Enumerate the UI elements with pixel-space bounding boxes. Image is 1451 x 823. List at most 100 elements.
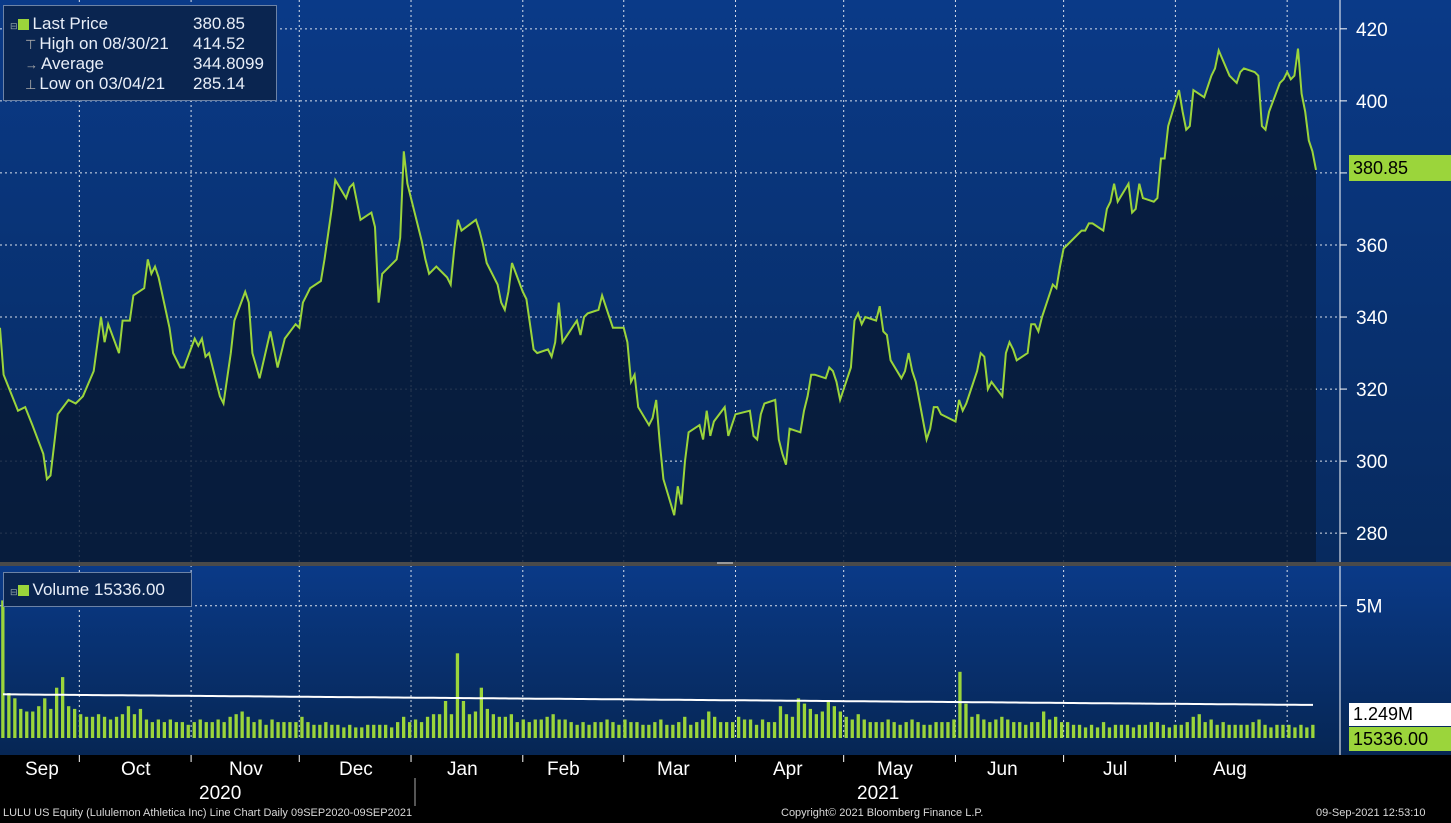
volume-bar <box>958 671 962 738</box>
volume-bar <box>491 714 495 738</box>
volume-bar <box>1119 724 1124 738</box>
volume-bar <box>1000 716 1004 738</box>
volume-bar <box>778 706 783 738</box>
volume-bar <box>970 716 974 738</box>
volume-bar <box>419 722 424 738</box>
volume-bar <box>1066 722 1070 738</box>
volume-bar <box>7 693 11 738</box>
volume-bar <box>43 698 47 738</box>
volume-bar <box>856 714 860 738</box>
x-tick-label-feb: Feb <box>547 759 580 780</box>
volume-bar <box>976 714 980 738</box>
volume-bar <box>408 722 412 738</box>
volume-bar <box>605 719 609 738</box>
volume-bar <box>1149 722 1153 738</box>
high-marker-icon: ⊤ <box>25 37 37 52</box>
volume-bar <box>162 722 166 738</box>
volume-bar <box>1125 724 1130 738</box>
volume-bar <box>270 719 274 738</box>
volume-bar <box>1233 724 1237 738</box>
legend-value-average: 344.8099 <box>193 54 264 73</box>
volume-bar <box>1042 711 1046 738</box>
volume-bar <box>964 703 968 738</box>
volume-bar <box>354 727 358 738</box>
price-legend[interactable]: ⊟ Last Price 380.85 ⊤ High on 08/30/21 414… <box>3 5 277 101</box>
volume-bar <box>437 714 442 738</box>
x-tick-label-may: May <box>877 759 913 780</box>
volume-bar <box>623 719 627 738</box>
volume-bar <box>683 716 687 738</box>
volume-moving-average-line <box>2 693 1313 706</box>
volume-bar <box>318 724 322 738</box>
legend-label: Low on 03/04/21 <box>39 74 166 93</box>
volume-bar <box>593 722 597 738</box>
footer-description: LULU US Equity (Lululemon Athletica Inc)… <box>3 807 413 819</box>
volume-bar <box>725 722 729 738</box>
expand-icon[interactable]: ⊟ <box>10 587 18 597</box>
volume-y-tick-label: 5M <box>1356 597 1382 618</box>
volume-bar <box>599 722 603 738</box>
volume-bar <box>862 719 866 738</box>
volume-bar <box>1083 727 1088 738</box>
volume-bar <box>455 653 460 738</box>
volume-bar <box>467 714 472 738</box>
legend-row-volume: ⊟ Volume 15336.00 <box>10 580 165 600</box>
volume-bar <box>1006 719 1010 738</box>
volume-legend[interactable]: ⊟ Volume 15336.00 <box>3 572 192 607</box>
x-tick-label-aug: Aug <box>1213 759 1247 780</box>
volume-bar <box>1305 727 1309 738</box>
volume-bar <box>288 722 292 738</box>
volume-bar <box>180 722 184 738</box>
volume-bar <box>342 727 346 738</box>
volume-bar <box>1263 724 1267 738</box>
volume-bar <box>360 727 364 738</box>
volume-average-label: 1.249M <box>1349 703 1451 726</box>
expand-icon[interactable]: ⊟ <box>10 21 18 31</box>
volume-bar <box>300 716 304 738</box>
volume-bar <box>719 722 723 738</box>
volume-bar <box>742 719 747 738</box>
volume-bar <box>144 719 149 738</box>
volume-bar <box>1113 724 1118 738</box>
volume-bar <box>659 719 663 738</box>
volume-bar <box>1197 714 1201 738</box>
volume-bar <box>102 716 107 738</box>
volume-bar <box>461 701 466 738</box>
volume-bar <box>653 722 657 738</box>
volume-bar <box>25 711 29 738</box>
volume-bar <box>443 701 448 738</box>
volume-bar <box>772 722 777 738</box>
volume-bar <box>19 708 23 738</box>
x-tick-label-jul: Jul <box>1103 759 1127 780</box>
volume-bar <box>784 714 789 738</box>
volume-bar <box>282 722 286 738</box>
last-volume-label: 15336.00 <box>1349 727 1451 751</box>
panel-divider-handle[interactable] <box>717 562 733 564</box>
volume-bar <box>581 722 585 738</box>
series-swatch-icon <box>17 585 29 597</box>
volume-bar <box>689 724 693 738</box>
volume-bar <box>994 719 998 738</box>
volume-bar <box>922 724 926 738</box>
volume-bar <box>324 722 328 738</box>
volume-bar <box>37 706 41 738</box>
volume-bar <box>306 722 310 738</box>
legend-value-high: 414.52 <box>193 34 245 53</box>
volume-bar <box>569 722 573 738</box>
volume-bar <box>874 722 878 738</box>
volume-bar <box>49 708 53 738</box>
x-axis <box>78 755 1176 762</box>
volume-bar <box>396 722 400 738</box>
legend-row-high: ⊤ High on 08/30/21 <box>25 34 169 54</box>
footer-copyright: Copyright© 2021 Bloomberg Finance L.P. <box>781 807 984 819</box>
volume-bar <box>737 716 741 738</box>
volume-bar <box>84 716 89 738</box>
volume-bar <box>228 716 232 738</box>
volume-bar <box>108 719 113 738</box>
volume-bar <box>1024 724 1028 738</box>
volume-bar <box>988 722 992 738</box>
low-marker-icon: ⊥ <box>25 77 37 92</box>
volume-bar <box>760 719 765 738</box>
volume-bar <box>96 714 101 738</box>
volume-bar <box>204 722 208 738</box>
